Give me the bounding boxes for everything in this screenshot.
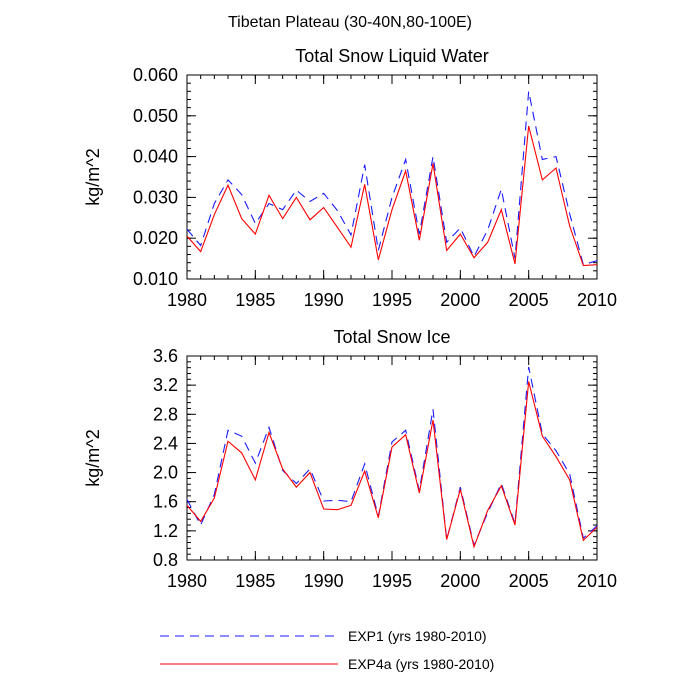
y-tick-label: 2.8 [153, 404, 178, 424]
x-tick-label: 2005 [509, 290, 549, 310]
y-tick-label: 0.020 [133, 228, 178, 248]
legend-label: EXP4a (yrs 1980-2010) [348, 656, 494, 672]
series-line-exp1 [186, 91, 598, 266]
y-tick-label: 3.6 [153, 346, 178, 366]
x-tick-label: 1990 [304, 571, 344, 591]
y-tick-label: 0.8 [153, 550, 178, 570]
legend: EXP1 (yrs 1980-2010) EXP4a (yrs 1980-2010… [160, 628, 494, 672]
x-tick-label: 1985 [235, 290, 275, 310]
x-tick-label: 1995 [372, 290, 412, 310]
x-tick-label: 2000 [440, 290, 480, 310]
legend-label: EXP1 (yrs 1980-2010) [348, 628, 487, 644]
panel-title: Total Snow Liquid Water [295, 46, 488, 66]
y-tick-label: 0.060 [133, 65, 178, 85]
y-tick-label: 0.010 [133, 269, 178, 289]
x-tick-label: 2010 [577, 571, 617, 591]
figure-title: Tibetan Plateau (30-40N,80-100E) [228, 14, 472, 31]
x-tick-label: 2010 [577, 290, 617, 310]
series-line-exp4a [186, 125, 598, 267]
x-tick-label: 1980 [167, 571, 207, 591]
x-tick-label: 1980 [167, 290, 207, 310]
y-tick-label: 0.040 [133, 147, 178, 167]
y-tick-label: 0.030 [133, 187, 178, 207]
plot-frame [186, 74, 598, 280]
x-tick-label: 1990 [304, 290, 344, 310]
x-tick-label: 1985 [235, 571, 275, 591]
panel-snow-ice: Total Snow Ice kg/m^2 1980 1985 1990 1995 2000… [83, 327, 617, 591]
x-tick-label: 2000 [440, 571, 480, 591]
x-tick-label: 1995 [372, 571, 412, 591]
y-tick-label: 2.0 [153, 463, 178, 483]
y-tick-label: 1.6 [153, 492, 178, 512]
series-line-exp1 [186, 366, 598, 548]
panel-title: Total Snow Ice [333, 327, 450, 347]
y-axis-label: kg/m^2 [83, 429, 103, 486]
y-tick-label: 0.050 [133, 106, 178, 126]
series-line-exp4a [186, 381, 598, 549]
x-tick-label: 2005 [509, 571, 549, 591]
plot-frame [186, 355, 598, 561]
y-axis-label: kg/m^2 [83, 148, 103, 205]
y-tick-label: 1.2 [153, 521, 178, 541]
y-tick-label: 2.4 [153, 433, 178, 453]
y-tick-label: 3.2 [153, 375, 178, 395]
panel-snow-liquid-water: Total Snow Liquid Water kg/m^2 1980 1985 199… [83, 46, 617, 310]
